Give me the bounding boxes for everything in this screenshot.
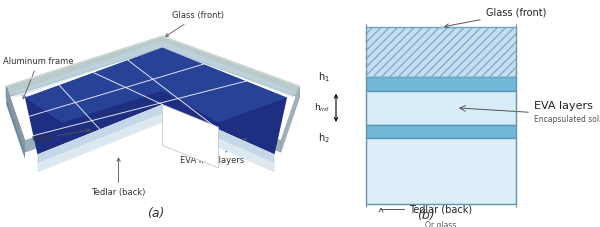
Text: h$_{int}$: h$_{int}$ [314, 101, 330, 114]
Bar [366, 125, 516, 138]
Bar [366, 91, 516, 125]
Text: (b): (b) [417, 210, 435, 222]
Polygon shape [6, 36, 299, 98]
Text: (a): (a) [148, 207, 164, 220]
Bar [366, 27, 516, 77]
Text: h$_1$: h$_1$ [318, 70, 330, 84]
Polygon shape [25, 48, 287, 123]
Text: Tedlar (back): Tedlar (back) [91, 158, 146, 197]
Polygon shape [162, 104, 218, 168]
Bar [366, 77, 516, 91]
Text: Encapsulated solar cells: Encapsulated solar cells [534, 115, 600, 124]
Polygon shape [37, 114, 275, 173]
Text: EVA layers: EVA layers [534, 101, 593, 111]
Text: Or glass: Or glass [425, 221, 457, 227]
Polygon shape [16, 41, 293, 98]
Text: h$_2$: h$_2$ [318, 132, 330, 145]
Text: Cells: Cells [31, 129, 90, 143]
Text: Glass (front): Glass (front) [166, 11, 224, 37]
Polygon shape [6, 86, 25, 152]
Polygon shape [25, 91, 281, 152]
Polygon shape [37, 104, 275, 163]
Bar [366, 27, 516, 77]
Text: Tedlar (back): Tedlar (back) [379, 204, 473, 214]
Bar [366, 138, 516, 204]
Polygon shape [6, 98, 25, 159]
Polygon shape [25, 48, 287, 154]
Text: Aluminum frame: Aluminum frame [3, 57, 74, 99]
Text: EVA interlayers: EVA interlayers [180, 138, 247, 165]
Text: Glass (front): Glass (front) [445, 8, 546, 28]
Polygon shape [281, 86, 299, 152]
